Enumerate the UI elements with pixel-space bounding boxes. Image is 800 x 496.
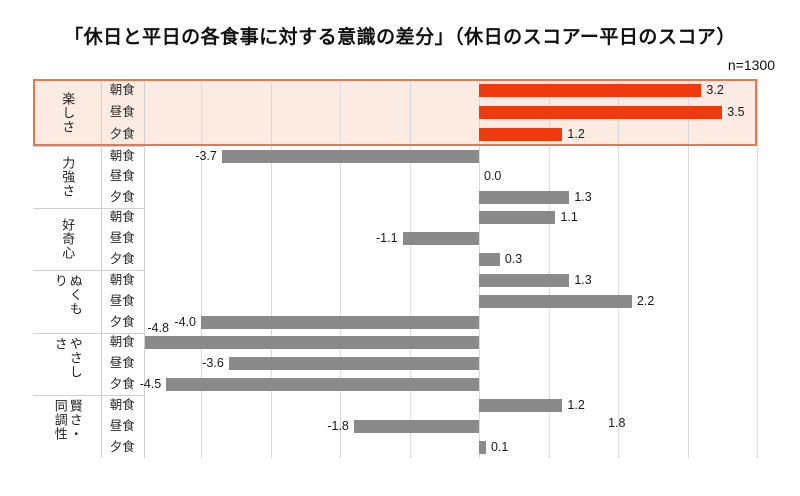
category-label-text: 力強さ (60, 155, 76, 198)
gridline (618, 79, 619, 458)
meal-label: 夕食 (109, 252, 135, 267)
meal-label: 夕食 (109, 314, 135, 329)
bar (479, 211, 556, 225)
category-label-text: 好奇心 (60, 217, 76, 260)
category-label-text: やさしさ (52, 336, 83, 379)
category-label: ぬくもり (33, 270, 101, 333)
highlight-row-border (33, 79, 757, 146)
value-label: -3.7 (195, 148, 217, 163)
bar (479, 294, 632, 308)
category-divider-line (33, 270, 144, 271)
category-label: 好奇心 (33, 208, 101, 271)
value-label: 0.1 (490, 440, 509, 454)
category-label: 楽しさ (33, 79, 101, 146)
meal-label: 朝食 (109, 148, 135, 163)
chart-title: 「休日と平日の各食事に対する意識の差分」（休日のスコアー平日のスコア） (64, 27, 736, 48)
bar (166, 378, 479, 392)
bar (145, 336, 479, 350)
value-label: 1.3 (574, 189, 592, 204)
zero-axis-gridline (479, 79, 480, 458)
bar-highlighted (479, 83, 702, 97)
bar-highlighted (479, 106, 723, 119)
meal-label: 昼食 (109, 169, 135, 184)
chart-area: 楽しさ 朝食 3.2 昼食 3.5 夕食 1.2 力強さ 朝食 -3.7 昼食 0.0 夕食 1.3 好奇心… (33, 79, 758, 458)
bar (479, 190, 570, 204)
category-label: 力強さ (33, 146, 101, 208)
gridline (549, 79, 550, 458)
value-label: 1.1 (560, 210, 578, 225)
category-label-text: 楽しさ (60, 91, 76, 134)
value-label: 1.2 (567, 398, 585, 412)
category-divider-line (33, 146, 144, 147)
meal-label: 夕食 (109, 189, 135, 204)
value-label: 0.0 (484, 169, 502, 184)
value-label: 1.3 (574, 272, 592, 287)
bar-highlighted (479, 128, 563, 142)
category-label-text: 賢さ・同調性 (52, 399, 83, 441)
value-label: 2.2 (636, 293, 655, 308)
gridline (688, 79, 689, 458)
bar (402, 232, 479, 246)
value-label: -4.5 (139, 377, 162, 392)
meal-label: 昼食 (109, 105, 135, 119)
meal-plot-separator-line (144, 79, 145, 458)
gridline (757, 79, 758, 458)
meal-label: 朝食 (109, 210, 135, 225)
gridline (271, 79, 272, 458)
meal-label: 昼食 (109, 231, 135, 246)
value-label: 3.2 (706, 82, 724, 97)
meal-label: 夕食 (109, 377, 135, 392)
meal-label: 夕食 (109, 127, 135, 142)
value-label: -4.8 (147, 321, 169, 336)
meal-label: 朝食 (109, 272, 135, 287)
meal-label: 夕食 (109, 440, 135, 454)
bar (201, 315, 479, 329)
value-label: -4.0 (174, 314, 196, 329)
bar (228, 357, 479, 371)
bar (353, 420, 479, 433)
value-label: 1.2 (567, 127, 585, 142)
gridline (340, 79, 341, 458)
value-label: 3.5 (727, 105, 745, 119)
category-divider-line (33, 207, 144, 209)
meal-label: 朝食 (109, 335, 135, 350)
meal-label: 昼食 (109, 419, 135, 433)
gridline (410, 79, 411, 458)
category-label: やさしさ (33, 333, 101, 396)
bar (479, 273, 570, 287)
value-label: 0.3 (504, 252, 523, 267)
meal-label: 朝食 (109, 82, 135, 97)
bar (479, 441, 486, 454)
bar (479, 399, 563, 412)
value-label: -3.6 (202, 356, 224, 371)
bar (479, 253, 500, 267)
value-label: -1.1 (376, 231, 398, 246)
category-divider-line (33, 332, 144, 334)
stray-value-label: 1.8 (608, 415, 626, 430)
value-label: -1.8 (327, 419, 349, 433)
sample-size-label: n=1300 (727, 57, 775, 73)
meal-label: 昼食 (109, 293, 135, 308)
category-meal-separator-line (100, 79, 102, 458)
meal-label: 朝食 (109, 398, 135, 412)
bar (221, 149, 479, 163)
category-label: 賢さ・同調性 (33, 395, 101, 458)
category-divider-line (33, 395, 144, 396)
category-label-text: ぬくもり (52, 274, 83, 316)
meal-label: 昼食 (109, 356, 135, 371)
gridline (201, 79, 202, 458)
